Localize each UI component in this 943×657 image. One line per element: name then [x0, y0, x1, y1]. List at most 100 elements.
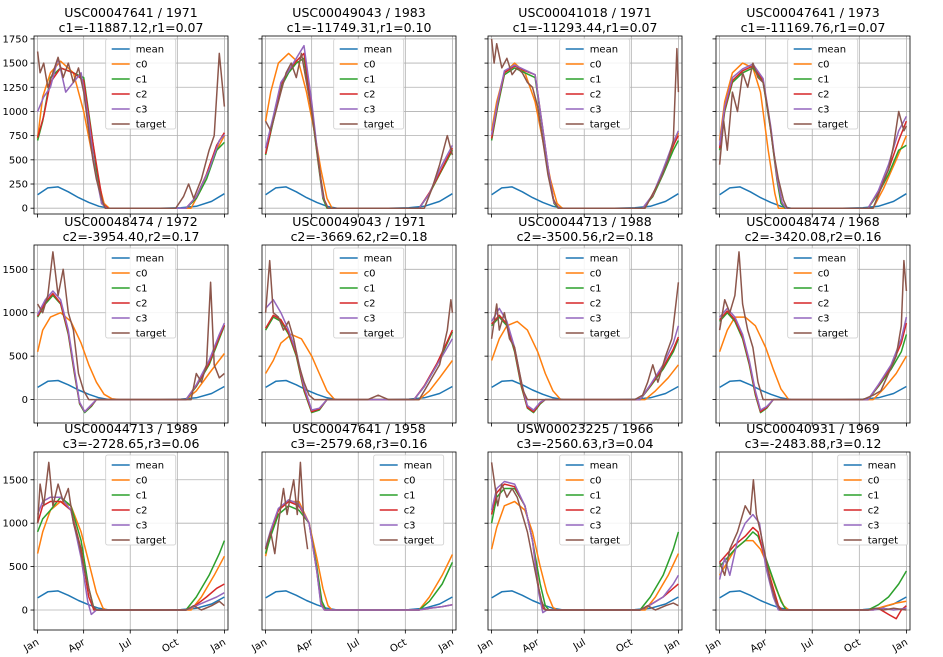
y-tick-label: 1500 — [3, 475, 28, 486]
x-tick-label: Jan — [249, 637, 269, 655]
x-tick-label: Jan — [21, 637, 41, 655]
legend-box — [373, 454, 445, 546]
series-line-c3 — [719, 307, 908, 411]
series-line-target — [264, 259, 454, 401]
series-line-target — [490, 462, 679, 611]
y-tick-label: 0 — [22, 606, 28, 617]
legend-label-mean: mean — [136, 461, 164, 472]
legend-label-c1: c1 — [136, 284, 148, 295]
subplot-title-line1: USC00049043 / 1971 — [292, 214, 425, 229]
legend-label-c1: c1 — [364, 284, 376, 295]
legend-box — [787, 38, 859, 130]
series-group — [490, 38, 680, 209]
legend-label-target: target — [590, 120, 620, 131]
legend-label-c3: c3 — [404, 521, 416, 532]
legend-label-target: target — [818, 120, 848, 131]
y-tick-label: 500 — [9, 352, 28, 363]
x-tick-label: Jul — [799, 637, 816, 653]
legend-label-c2: c2 — [818, 299, 830, 310]
series-line-c0 — [718, 62, 908, 209]
series-line-mean — [265, 590, 453, 611]
legend-label-c1: c1 — [590, 75, 602, 86]
series-line-mean — [37, 379, 225, 401]
legend-label-c0: c0 — [136, 60, 148, 71]
legend-label-c0: c0 — [868, 476, 880, 487]
legend-label-c2: c2 — [364, 90, 376, 101]
legend-label-c1: c1 — [590, 491, 602, 502]
series-line-c3 — [36, 57, 225, 209]
y-tick-label: 750 — [9, 131, 28, 142]
subplot-title-line1: USC00047641 / 1973 — [746, 5, 879, 20]
subplot-title-line2: c1=-11887.12,r1=0.07 — [59, 20, 204, 35]
subplot-title-line1: USW00023225 / 1966 — [516, 421, 653, 436]
x-tick-label: Oct — [388, 637, 409, 655]
series-line-target — [36, 461, 225, 611]
subplot-title-line2: c3=-2579.68,r3=0.16 — [291, 436, 428, 451]
legend-label-c2: c2 — [136, 299, 148, 310]
series-line-c3 — [264, 44, 454, 209]
axes-frame — [261, 35, 457, 215]
y-tick-label: 1000 — [3, 308, 28, 319]
legend-box — [105, 38, 177, 130]
x-tick-label: Oct — [842, 637, 863, 655]
x-tick-label: Jul — [571, 637, 588, 653]
y-tick-label: 500 — [9, 155, 28, 166]
axes-frame — [715, 451, 911, 631]
legend-label-target: target — [136, 329, 166, 340]
legend-label-c2: c2 — [818, 90, 830, 101]
series-group — [264, 259, 454, 414]
legend-label-c2: c2 — [364, 299, 376, 310]
legend-label-c3: c3 — [136, 105, 148, 116]
legend-label-target: target — [364, 329, 394, 340]
axes-frame — [33, 244, 229, 424]
series-line-c2 — [36, 500, 225, 611]
axes-frame — [261, 244, 457, 424]
legend-label-c3: c3 — [364, 105, 376, 116]
y-tick-label: 0 — [22, 395, 28, 406]
legend-label-target: target — [868, 536, 898, 547]
series-group — [718, 62, 908, 209]
legend-label-mean: mean — [404, 461, 432, 472]
legend-label-mean: mean — [364, 254, 392, 265]
y-tick-label: 1000 — [3, 107, 28, 118]
legend-label-mean: mean — [590, 254, 618, 265]
legend-label-c2: c2 — [590, 299, 602, 310]
legend-label-mean: mean — [818, 254, 846, 265]
legend-label-mean: mean — [136, 45, 164, 56]
legend-label-mean: mean — [868, 461, 896, 472]
legend-label-c0: c0 — [590, 60, 602, 71]
subplot-title-line2: c1=-11749.31,r1=0.10 — [287, 20, 432, 35]
x-tick-label: Jul — [117, 637, 134, 653]
series-group — [718, 479, 908, 620]
x-tick-label: Oct — [160, 637, 181, 655]
y-tick-label: 0 — [22, 204, 28, 215]
subplot-title-line1: USC00048474 / 1968 — [746, 214, 879, 229]
y-tick-label: 1500 — [3, 59, 28, 70]
x-tick-label: Apr — [749, 637, 770, 656]
subplot-title-line2: c2=-3420.08,r2=0.16 — [745, 229, 882, 244]
series-line-mean — [491, 590, 679, 611]
legend-label-c1: c1 — [136, 491, 148, 502]
series-line-c2 — [719, 526, 907, 620]
legend-label-target: target — [136, 536, 166, 547]
series-group — [490, 462, 680, 614]
legend-box — [333, 38, 405, 130]
legend-box — [787, 247, 859, 339]
legend-box — [105, 454, 177, 546]
series-line-c0 — [718, 539, 907, 611]
series-line-mean — [265, 379, 453, 401]
series-group — [36, 251, 226, 414]
legend-box — [105, 247, 177, 339]
legend-label-c0: c0 — [404, 476, 416, 487]
legend-label-target: target — [818, 329, 848, 340]
legend-box — [559, 247, 631, 339]
y-tick-label: 1000 — [3, 519, 28, 530]
series-line-c0 — [490, 500, 680, 611]
subplot-title-line2: c1=-11169.76,r1=0.07 — [741, 20, 886, 35]
